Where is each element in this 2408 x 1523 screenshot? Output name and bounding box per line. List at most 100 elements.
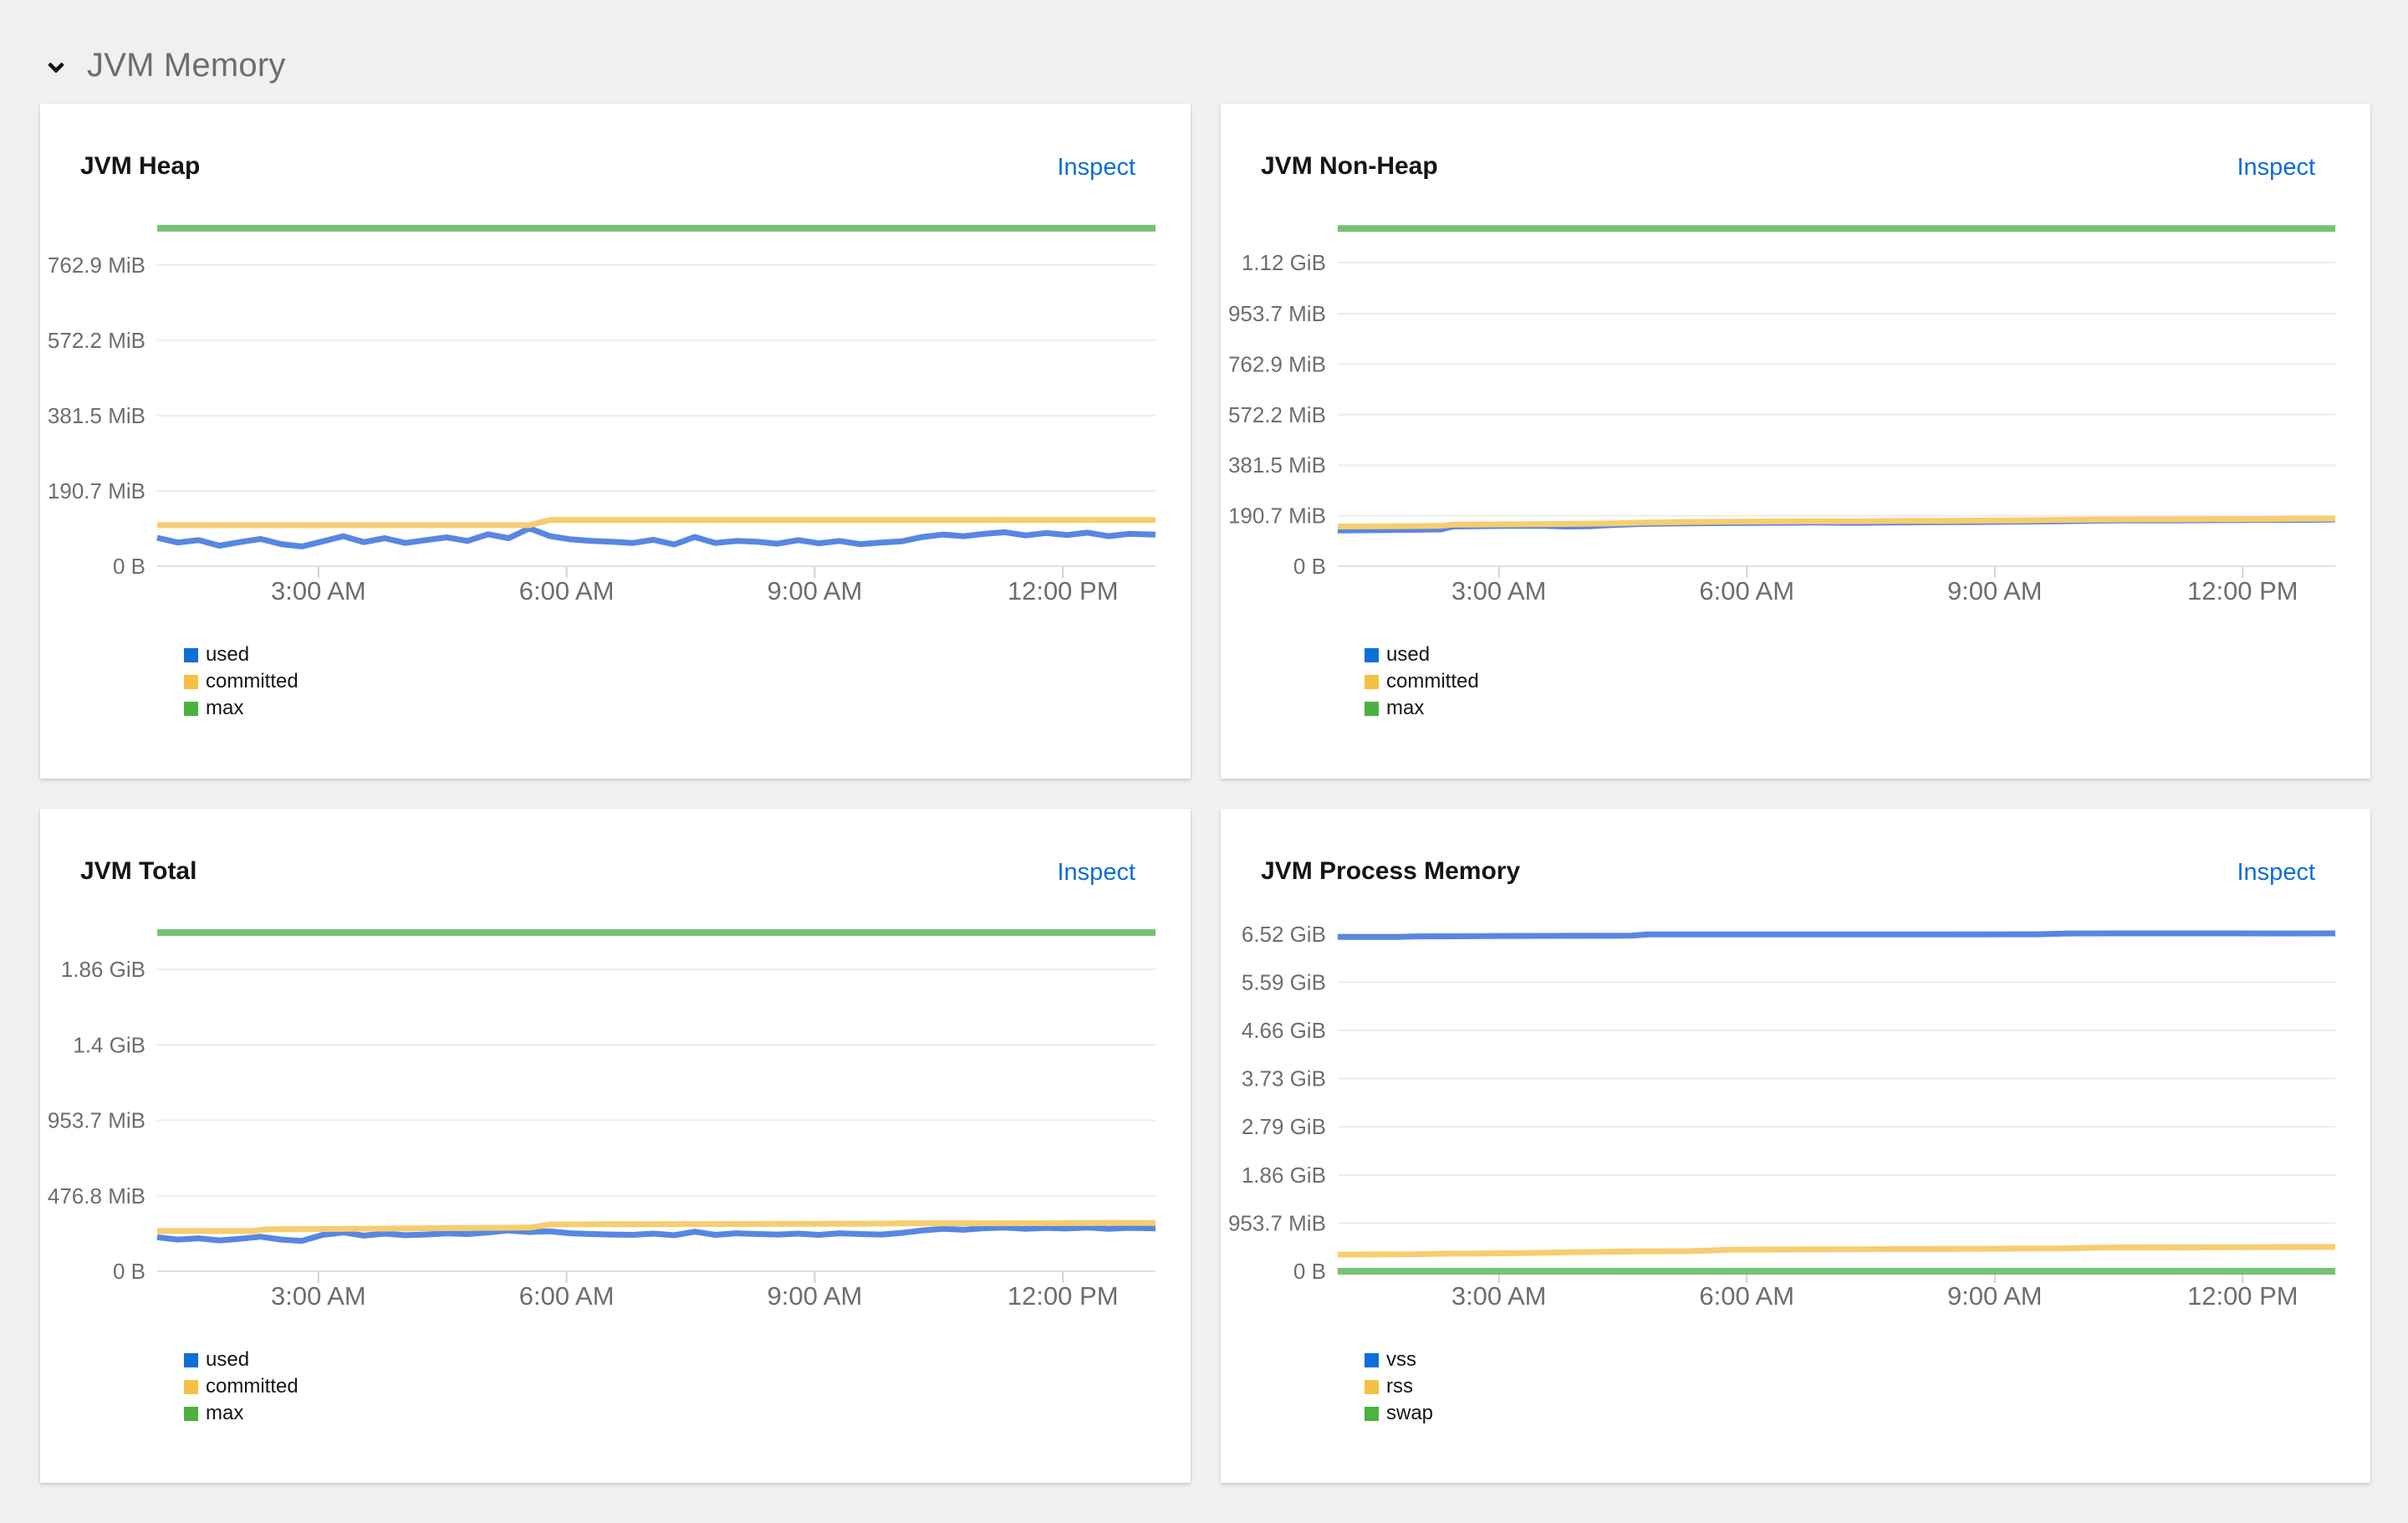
chart-title: JVM Non-Heap [1261, 152, 1438, 180]
card-jvm-total: 1.86 GiB 1.4 GiB 953.7 MiB 476.8 MiB 0 B 3:00… [40, 809, 1191, 1483]
chart-legend: vss rss swap [1365, 1348, 1434, 1424]
inspect-link[interactable]: Inspect [2237, 859, 2316, 886]
x-axis-label: 9:00 AM [1947, 1281, 2043, 1311]
chart-plot: 1.86 GiB 1.4 GiB 953.7 MiB 476.8 MiB 0 B 3:00… [48, 929, 1156, 1311]
y-axis-label: 2.79 GiB [1242, 1114, 1326, 1139]
legend-label: committed [1386, 670, 1479, 693]
legend-item: used [184, 1348, 298, 1371]
x-axis-label: 6:00 AM [519, 1281, 615, 1311]
x-axis-label: 6:00 AM [1699, 576, 1794, 606]
x-axis-label: 9:00 AM [768, 1281, 863, 1311]
y-axis-label: 6.52 GiB [1242, 922, 1326, 947]
card-jvm-heap: 762.9 MiB 572.2 MiB 381.5 MiB 190.7 MiB 0 B 3… [40, 104, 1191, 779]
legend-item: committed [184, 672, 298, 692]
chart-legend: used committed max [1365, 643, 1479, 719]
x-axis-label: 3:00 AM [271, 1281, 366, 1311]
chart-plot: 762.9 MiB 572.2 MiB 381.5 MiB 190.7 MiB 0 B 3… [48, 224, 1156, 606]
y-axis-label: 476.8 MiB [48, 1183, 145, 1209]
legend-item: swap [1365, 1402, 1434, 1424]
legend-label: max [206, 1402, 244, 1424]
legend-item: committed [1365, 670, 1479, 693]
y-axis-label: 4.66 GiB [1242, 1018, 1326, 1043]
x-axis-label: 12:00 PM [2187, 1281, 2298, 1311]
legend-item: max [184, 697, 298, 719]
y-axis-label: 953.7 MiB [1228, 301, 1326, 326]
x-axis-label: 3:00 AM [1451, 576, 1547, 606]
legend-swatch [184, 701, 198, 716]
legend-swatch [1365, 674, 1379, 689]
section-title: JVM Memory [87, 46, 286, 84]
x-axis-label: 3:00 AM [1451, 1281, 1547, 1311]
y-axis-label: 762.9 MiB [1228, 351, 1326, 376]
legend-label: used [1386, 643, 1431, 666]
inspect-link[interactable]: Inspect [1057, 154, 1136, 181]
legend-label: max [206, 697, 244, 719]
card-jvm-non-heap: 1.12 GiB 953.7 MiB 762.9 MiB 572.2 MiB 381.5… [1221, 104, 2370, 779]
y-axis-label: 0 B [113, 1259, 145, 1284]
chart-title: JVM Heap [80, 152, 201, 180]
y-axis-label: 572.2 MiB [48, 328, 145, 353]
inspect-link[interactable]: Inspect [1057, 859, 1136, 886]
x-axis-label: 12:00 PM [2187, 576, 2298, 606]
x-axis-label: 6:00 AM [519, 576, 615, 606]
y-axis-label: 381.5 MiB [1228, 452, 1326, 478]
inspect-link[interactable]: Inspect [2237, 154, 2316, 181]
legend-item: max [184, 1402, 298, 1424]
legend-label: used [206, 643, 250, 666]
y-axis-label: 190.7 MiB [1228, 503, 1326, 529]
legend-swatch [184, 1379, 198, 1394]
chart-plot: 6.52 GiB 5.59 GiB 4.66 GiB 3.73 GiB 2.79 GiB… [1228, 922, 2336, 1311]
series-line-committed [157, 1219, 1156, 1234]
y-axis-label: 1.12 GiB [1242, 250, 1326, 275]
legend-label: used [206, 1348, 250, 1371]
legend-item: vss [1365, 1348, 1433, 1371]
legend-item: committed [184, 1377, 298, 1397]
card-jvm-process-memory: 6.52 GiB 5.59 GiB 4.66 GiB 3.73 GiB 2.79 GiB… [1221, 809, 2370, 1483]
legend-item: used [184, 643, 298, 666]
legend-swatch [184, 647, 198, 662]
series-line-used [156, 525, 1156, 549]
y-axis-label: 5.59 GiB [1242, 969, 1326, 994]
legend-swatch [184, 1406, 198, 1421]
series-line-committed [157, 517, 1156, 529]
series-line-used [156, 1224, 1156, 1244]
legend-item: rss [1365, 1375, 1433, 1398]
y-axis-label: 953.7 MiB [1228, 1210, 1326, 1235]
y-axis-label: 0 B [1293, 554, 1326, 579]
x-axis-label: 12:00 PM [1008, 576, 1119, 606]
chevron-down-icon [48, 62, 64, 74]
legend-swatch [184, 674, 198, 689]
chart-legend: used committed max [184, 1348, 298, 1424]
legend-swatch [1365, 647, 1379, 662]
y-axis-label: 1.86 GiB [61, 957, 145, 982]
legend-swatch [1365, 1406, 1379, 1421]
legend-swatch [1365, 1379, 1379, 1394]
y-axis-label: 0 B [1293, 1259, 1326, 1284]
y-axis-label: 1.4 GiB [73, 1032, 145, 1057]
legend-swatch [184, 1352, 198, 1367]
chart-title: JVM Process Memory [1261, 857, 1521, 885]
x-axis-label: 9:00 AM [1947, 576, 2043, 606]
legend-item: max [1365, 697, 1479, 719]
y-axis-label: 0 B [113, 554, 145, 579]
legend-item: used [1365, 643, 1479, 666]
legend-label: max [1386, 697, 1425, 719]
chart-legend: used committed max [184, 643, 298, 719]
y-axis-label: 572.2 MiB [1228, 402, 1326, 427]
series-line-committed [1337, 515, 2336, 529]
legend-swatch [1365, 1352, 1379, 1367]
x-axis-label: 9:00 AM [768, 576, 863, 606]
legend-label: rss [1386, 1375, 1413, 1398]
y-axis-label: 3.73 GiB [1242, 1066, 1326, 1091]
legend-swatch [1365, 701, 1379, 716]
y-axis-label: 381.5 MiB [48, 403, 145, 428]
legend-label: swap [1386, 1402, 1434, 1424]
x-axis-label: 3:00 AM [271, 576, 366, 606]
x-axis-label: 6:00 AM [1699, 1281, 1794, 1311]
section-header[interactable]: JVM Memory [43, 40, 286, 90]
y-axis-label: 953.7 MiB [48, 1108, 145, 1133]
y-axis-label: 1.86 GiB [1242, 1163, 1326, 1188]
legend-label: vss [1386, 1348, 1416, 1371]
series-line-vss [1337, 930, 2336, 940]
x-axis-label: 12:00 PM [1008, 1281, 1119, 1311]
